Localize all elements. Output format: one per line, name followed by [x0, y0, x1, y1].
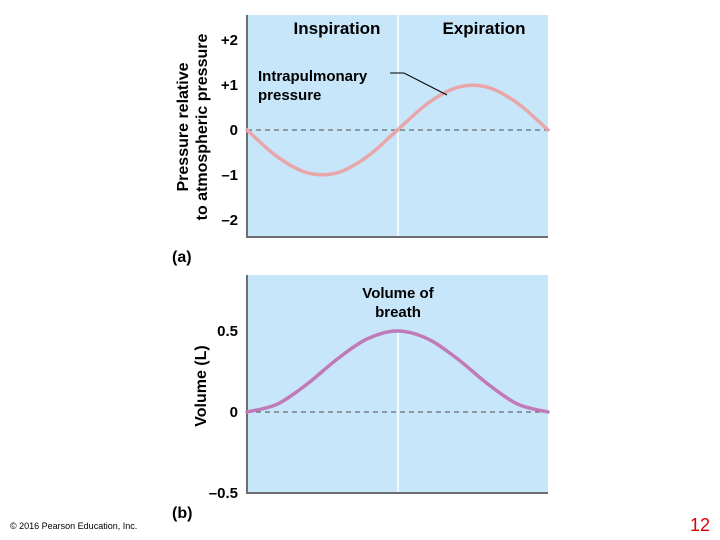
intrapulmonary-leader-line [390, 72, 448, 96]
volume-curve [245, 329, 550, 414]
volume-y-tick-label: 0.5 [217, 323, 238, 340]
pressure-frame [246, 15, 548, 238]
pressure-chart: +2 +1 0 –1 –2 Inspiration Expiration Intrapu… [172, 15, 550, 266]
volume-of-breath-label-line2: breath [375, 304, 421, 321]
panel-label-a: (a) [172, 249, 192, 266]
volume-y-tick-label: 0 [230, 404, 238, 421]
copyright-notice: © 2016 Pearson Education, Inc. [10, 521, 138, 531]
phase-expiration: Expiration [442, 19, 525, 38]
intrapulmonary-label-line1: Intrapulmonary [258, 68, 368, 85]
volume-y-ticks: 0.5 0 –0.5 [209, 323, 238, 502]
pressure-y-axis-title-line1: Pressure relative [175, 62, 192, 191]
pressure-y-tick-label: –1 [221, 167, 238, 184]
intrapulmonary-label-line2: pressure [258, 87, 321, 104]
volume-y-tick-label: –0.5 [209, 485, 238, 502]
volume-chart: 0.5 0 –0.5 Volume of breath Volume (L) (b) [172, 275, 550, 522]
pressure-y-tick-label: +2 [221, 32, 238, 49]
pressure-y-ticks: +2 +1 0 –1 –2 [221, 32, 238, 229]
pressure-y-tick-label: –2 [221, 212, 238, 229]
pressure-y-axis-title-line2: to atmospheric pressure [194, 34, 211, 221]
pressure-curve [245, 83, 550, 177]
phase-inspiration: Inspiration [294, 19, 381, 38]
pressure-y-tick-label: 0 [230, 122, 238, 139]
page-number: 12 [690, 515, 711, 535]
volume-y-axis-title: Volume (L) [193, 345, 210, 426]
volume-frame [246, 275, 548, 494]
volume-of-breath-label-line1: Volume of [362, 285, 434, 302]
panel-label-b: (b) [172, 505, 192, 522]
pressure-y-tick-label: +1 [221, 77, 238, 94]
